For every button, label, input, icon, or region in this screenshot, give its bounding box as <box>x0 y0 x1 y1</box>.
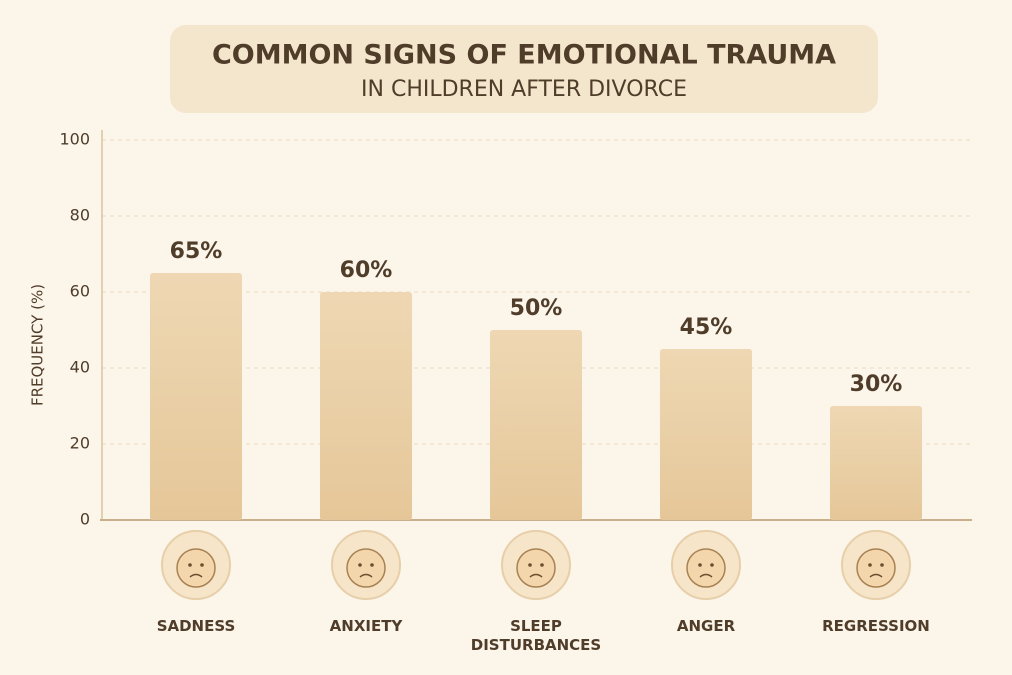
y-tick-label: 0 <box>80 510 90 529</box>
y-tick-label: 40 <box>70 358 90 377</box>
bar-shade <box>320 292 412 520</box>
icon-mouth <box>699 573 713 578</box>
icon-eye <box>188 563 192 567</box>
icon-face <box>686 548 726 588</box>
icon-mouth <box>359 573 373 578</box>
bar-shade <box>660 349 752 520</box>
category-icon <box>161 530 231 600</box>
chart-subtitle: IN CHILDREN AFTER DIVORCE <box>361 77 687 102</box>
bar-shade <box>150 273 242 520</box>
icon-eye <box>540 563 544 567</box>
y-tick-label: 60 <box>70 282 90 301</box>
value-label: 50% <box>510 296 563 321</box>
icon-mouth <box>529 573 543 578</box>
value-label: 30% <box>850 372 903 397</box>
x-tick-label: REGRESSION <box>822 617 930 635</box>
y-axis-label: FREQUENCY (%) <box>29 284 47 406</box>
icon-eye <box>710 563 714 567</box>
category-icon <box>501 530 571 600</box>
x-tick-label: ANGER <box>676 617 736 635</box>
title-box <box>170 25 878 113</box>
chart-title: COMMON SIGNS OF EMOTIONAL TRAUMA <box>212 40 836 71</box>
icon-eye <box>358 563 362 567</box>
icon-eye <box>868 563 872 567</box>
icon-eye <box>698 563 702 567</box>
icon-eye <box>200 563 204 567</box>
value-label: 65% <box>170 239 223 264</box>
bar-shade <box>490 330 582 520</box>
y-tick-label: 100 <box>59 130 90 149</box>
icon-mouth <box>869 573 883 578</box>
value-label: 60% <box>340 258 393 283</box>
y-tick-label: 20 <box>70 434 90 453</box>
category-icon <box>331 530 401 600</box>
icon-eye <box>370 563 374 567</box>
icon-face <box>346 548 386 588</box>
icon-face <box>176 548 216 588</box>
x-tick-label: ANXIETY <box>329 617 403 635</box>
category-icon <box>671 530 741 600</box>
category-icon <box>841 530 911 600</box>
x-tick-label: SADNESS <box>156 617 236 635</box>
icon-face <box>856 548 896 588</box>
x-tick-label: SLEEP DISTURBANCES <box>470 617 602 654</box>
icon-eye <box>528 563 532 567</box>
y-tick-label: 80 <box>70 206 90 225</box>
icon-eye <box>880 563 884 567</box>
icon-mouth <box>189 573 203 578</box>
bar-shade <box>830 406 922 520</box>
value-label: 45% <box>680 315 733 340</box>
icon-face <box>516 548 556 588</box>
